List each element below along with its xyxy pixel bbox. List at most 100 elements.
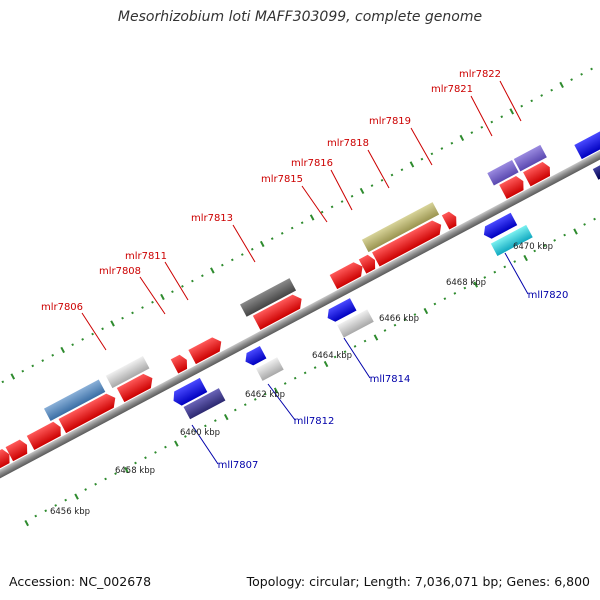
gene-mll7812-arrow[interactable] xyxy=(242,346,267,368)
tick-mark xyxy=(413,313,417,316)
gene-label-mlr7822[interactable]: mlr7822 xyxy=(459,69,501,80)
gene-label-mlr7819[interactable]: mlr7819 xyxy=(369,116,411,127)
tick-mark xyxy=(409,161,415,168)
tick-mark xyxy=(490,120,494,124)
tick-mark xyxy=(174,440,179,447)
tick-mark xyxy=(400,168,404,172)
gene-label-mll7812[interactable]: mll7812 xyxy=(294,416,335,427)
gene-mlr7816-arrow[interactable] xyxy=(358,253,379,274)
tick-mark xyxy=(181,285,184,288)
kbp-label: 6458 kbp xyxy=(115,466,155,476)
gene-label-mlr7821[interactable]: mlr7821 xyxy=(431,84,473,95)
gene-label-mll7820[interactable]: mll7820 xyxy=(528,290,569,301)
tick-mark xyxy=(550,88,554,92)
gene-mlr7813-arrow[interactable] xyxy=(240,278,297,317)
gene-mll7807-block[interactable] xyxy=(183,388,226,420)
kbp-label: 6470 kbp xyxy=(513,242,553,252)
tick-mark xyxy=(593,217,596,221)
gene-mlr7821-arrow[interactable] xyxy=(499,174,527,199)
lower-tick-row xyxy=(24,217,596,527)
tick-mark xyxy=(164,445,167,449)
tick-mark xyxy=(300,221,304,225)
gene-label-mlr7818[interactable]: mlr7818 xyxy=(327,138,369,149)
leader-line-mlr7821 xyxy=(470,95,493,137)
tick-mark xyxy=(543,244,547,248)
leader-line-mll7812 xyxy=(267,383,296,421)
tick-mark xyxy=(21,369,25,373)
gene-mlr7818-arrow[interactable] xyxy=(372,218,445,267)
gene-label-mlr7808[interactable]: mlr7808 xyxy=(99,266,141,277)
gene-label-mlr7813[interactable]: mlr7813 xyxy=(191,213,233,224)
gene-mlr7822-arrow[interactable] xyxy=(523,160,553,187)
gene-mlr7822-block[interactable] xyxy=(513,144,547,172)
leader-line-mlr7806 xyxy=(81,312,107,351)
tick-mark xyxy=(340,200,344,203)
tick-mark xyxy=(253,398,257,401)
tick-mark xyxy=(104,477,107,481)
gene-mlr7819-block[interactable] xyxy=(361,202,440,253)
gene-label-mlr7811[interactable]: mlr7811 xyxy=(125,251,167,262)
tick-mark xyxy=(583,223,586,226)
gene-right-edge-block[interactable] xyxy=(574,116,600,160)
tick-mark xyxy=(34,514,38,518)
tick-mark xyxy=(383,329,387,332)
tick-mark xyxy=(210,267,215,274)
gene-mlr7813-red[interactable] xyxy=(252,292,306,330)
gene-labels: mlr7806 mlr7808 mlr7811 mlr7813 mlr7815 mlr78… xyxy=(41,69,568,471)
tick-mark xyxy=(290,226,294,230)
tick-mark xyxy=(84,488,87,491)
gene-mll7807-arrow[interactable] xyxy=(170,377,208,408)
gene-mlr7806-block[interactable] xyxy=(0,356,158,475)
gene-label-mlr7815[interactable]: mlr7815 xyxy=(261,174,303,185)
tick-mark xyxy=(359,187,365,195)
tick-mark xyxy=(403,318,407,322)
tick-mark xyxy=(320,210,324,214)
gene-mlr7821-block[interactable] xyxy=(487,159,519,186)
gene-mll7814-arrow[interactable] xyxy=(324,298,357,324)
gene-label-mlr7806[interactable]: mlr7806 xyxy=(41,302,83,313)
gene-mll7820-block[interactable] xyxy=(490,224,533,257)
gene-label-mll7814[interactable]: mll7814 xyxy=(370,374,411,385)
tick-mark xyxy=(171,290,174,294)
tick-mark xyxy=(184,435,187,438)
tick-mark xyxy=(533,249,537,253)
tick-mark xyxy=(523,254,528,262)
tick-mark xyxy=(64,498,68,502)
tick-mark xyxy=(233,408,237,412)
tick-mark xyxy=(390,173,394,177)
tick-mark xyxy=(440,147,444,150)
tick-mark xyxy=(144,456,147,460)
leader-line-mlr7815 xyxy=(301,185,328,223)
gene-label-mlr7816[interactable]: mlr7816 xyxy=(291,158,333,169)
tick-mark xyxy=(259,240,265,248)
leader-line-mlr7818 xyxy=(367,149,390,189)
tick-mark xyxy=(204,424,207,428)
leader-line-mlr7813 xyxy=(232,224,256,263)
tick-mark xyxy=(580,72,583,76)
tick-mark xyxy=(313,366,317,369)
tick-mark xyxy=(191,279,194,283)
gene-mll7820-arrow[interactable] xyxy=(481,212,518,241)
tick-mark xyxy=(540,94,544,97)
tick-mark xyxy=(570,78,573,81)
tick-mark xyxy=(1,380,5,384)
gene-mll7814-block[interactable] xyxy=(337,309,374,338)
tick-mark xyxy=(214,419,217,422)
gene-mlr7815-arrow[interactable] xyxy=(329,259,367,290)
kbp-label: 6462 kbp xyxy=(245,390,285,400)
tick-mark xyxy=(470,131,474,134)
gene-mlr7819-tail[interactable] xyxy=(441,210,460,230)
tick-mark xyxy=(263,392,267,396)
tick-mark xyxy=(273,387,279,394)
tick-mark xyxy=(473,281,479,288)
tick-mark xyxy=(44,509,48,513)
gene-label-mll7807[interactable]: mll7807 xyxy=(218,460,259,471)
gene-mlr7808-block[interactable] xyxy=(170,335,225,374)
kbp-label: 6466 kbp xyxy=(379,314,419,324)
tick-mark xyxy=(380,178,384,182)
gene-mll7812-block[interactable] xyxy=(255,357,284,381)
kbp-scale: 6456 kbp 6458 kbp 6460 kbp 6462 kbp 6464 kbp… xyxy=(50,242,553,517)
tick-mark xyxy=(10,373,16,380)
tick-mark xyxy=(503,265,507,269)
tick-mark xyxy=(303,371,307,375)
